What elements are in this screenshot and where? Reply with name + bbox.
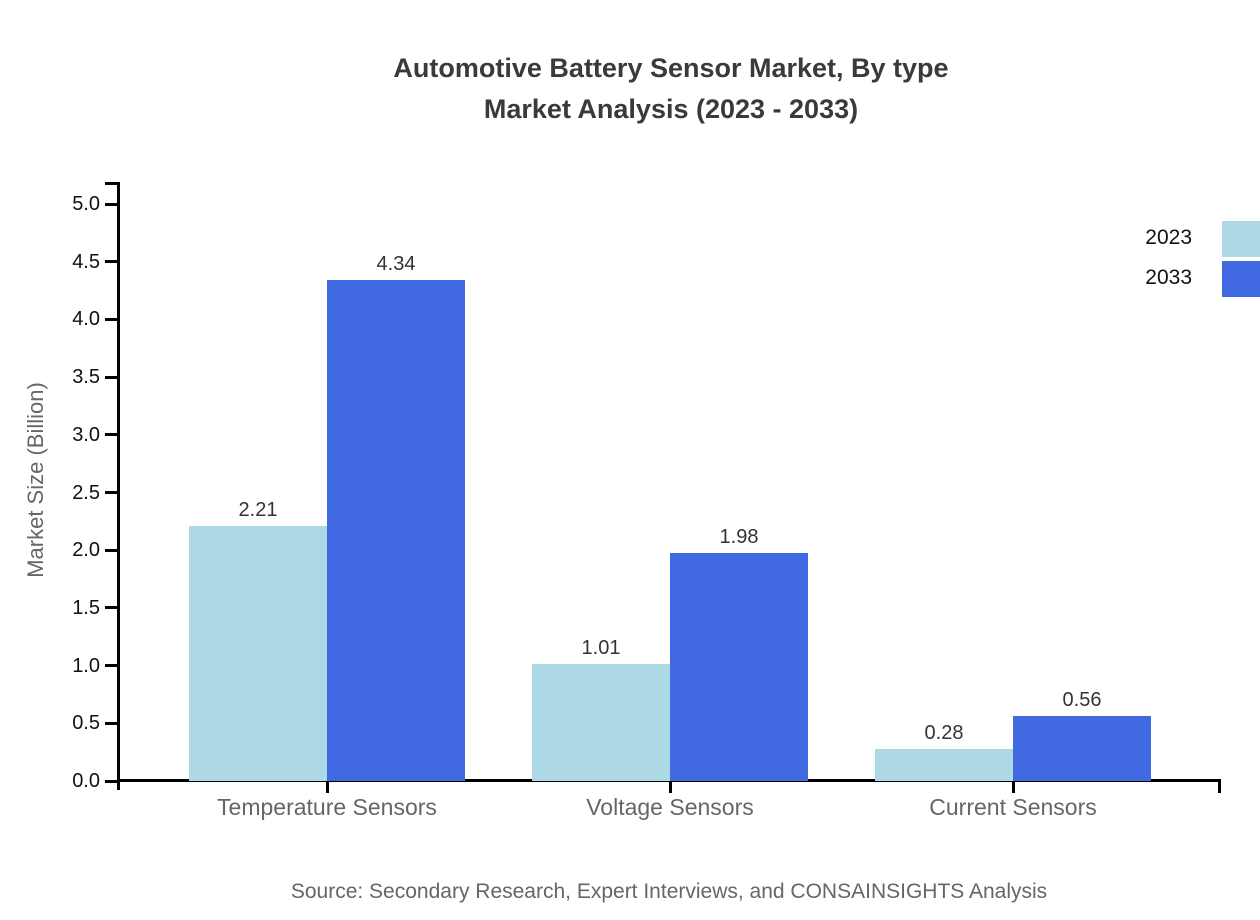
x-tick-mark — [325, 782, 329, 793]
y-tick-label: 5.0 — [72, 193, 100, 215]
y-axis-title: Market Size (Billion) — [23, 382, 48, 578]
y-tick-label: 1.5 — [72, 596, 100, 619]
bar-2033-2 — [670, 552, 808, 781]
x-tick-mark — [1011, 782, 1015, 793]
y-tick-label: 3.5 — [72, 366, 100, 389]
y-tick-mark — [105, 721, 117, 725]
bar-value-label: 0.28 — [924, 721, 964, 744]
y-tick-mark — [105, 202, 117, 206]
y-tick-mark — [105, 433, 117, 437]
y-tick-label: 1.0 — [72, 654, 100, 677]
y-tick-label: 4.0 — [72, 308, 100, 331]
y-tick-label: 3.0 — [72, 423, 100, 446]
bar-2033-1 — [327, 280, 465, 781]
legend-label-2023: 2023 — [1145, 226, 1192, 249]
bar-value-label: 1.98 — [719, 525, 759, 548]
x-category-label: Temperature Sensors — [217, 794, 437, 820]
y-tick-mark — [105, 375, 117, 379]
legend-label-2033: 2033 — [1145, 266, 1192, 289]
y-tick-mark — [105, 317, 117, 321]
bar-2023-1 — [189, 525, 327, 781]
y-tick-label: 4.5 — [72, 250, 100, 273]
chart-title-line1: Automotive Battery Sensor Market, By typ… — [393, 53, 949, 83]
y-tick-label: 0.0 — [72, 770, 100, 792]
y-tick-mark — [105, 606, 117, 610]
source-note: Source: Secondary Research, Expert Inter… — [290, 880, 1048, 903]
y-tick-label: 2.0 — [72, 539, 100, 562]
y-tick-mark — [105, 491, 117, 494]
chart-title-line2: Market Analysis (2023 - 2033) — [483, 94, 859, 124]
legend-swatch-2023 — [1222, 221, 1260, 257]
x-category-label: Current Sensors — [929, 794, 1097, 820]
chart-title: Automotive Battery Sensor Market, By typ… — [82, 48, 1260, 130]
bar-value-label: 1.01 — [581, 637, 621, 660]
y-tick-mark — [105, 260, 117, 264]
x-tick-mark — [668, 782, 672, 793]
bar-2023-3 — [875, 748, 1013, 781]
x-category-label: Voltage Sensors — [586, 794, 754, 820]
y-axis-top-cap — [105, 182, 117, 185]
y-tick-mark — [105, 664, 117, 668]
bar-value-label: 0.56 — [1062, 689, 1102, 712]
bar-value-label: 2.21 — [238, 498, 278, 521]
y-tick-label: 2.5 — [72, 481, 100, 504]
bar-2033-3 — [1013, 716, 1151, 781]
x-axis-right-cap — [1218, 782, 1221, 793]
y-tick-label: 0.5 — [72, 712, 100, 735]
y-axis-spine — [117, 182, 120, 790]
bar-2023-2 — [532, 664, 670, 781]
legend-swatch-2033 — [1222, 261, 1260, 297]
bar-value-label: 4.34 — [376, 253, 416, 276]
y-tick-mark — [105, 779, 117, 783]
y-tick-mark — [105, 548, 117, 552]
